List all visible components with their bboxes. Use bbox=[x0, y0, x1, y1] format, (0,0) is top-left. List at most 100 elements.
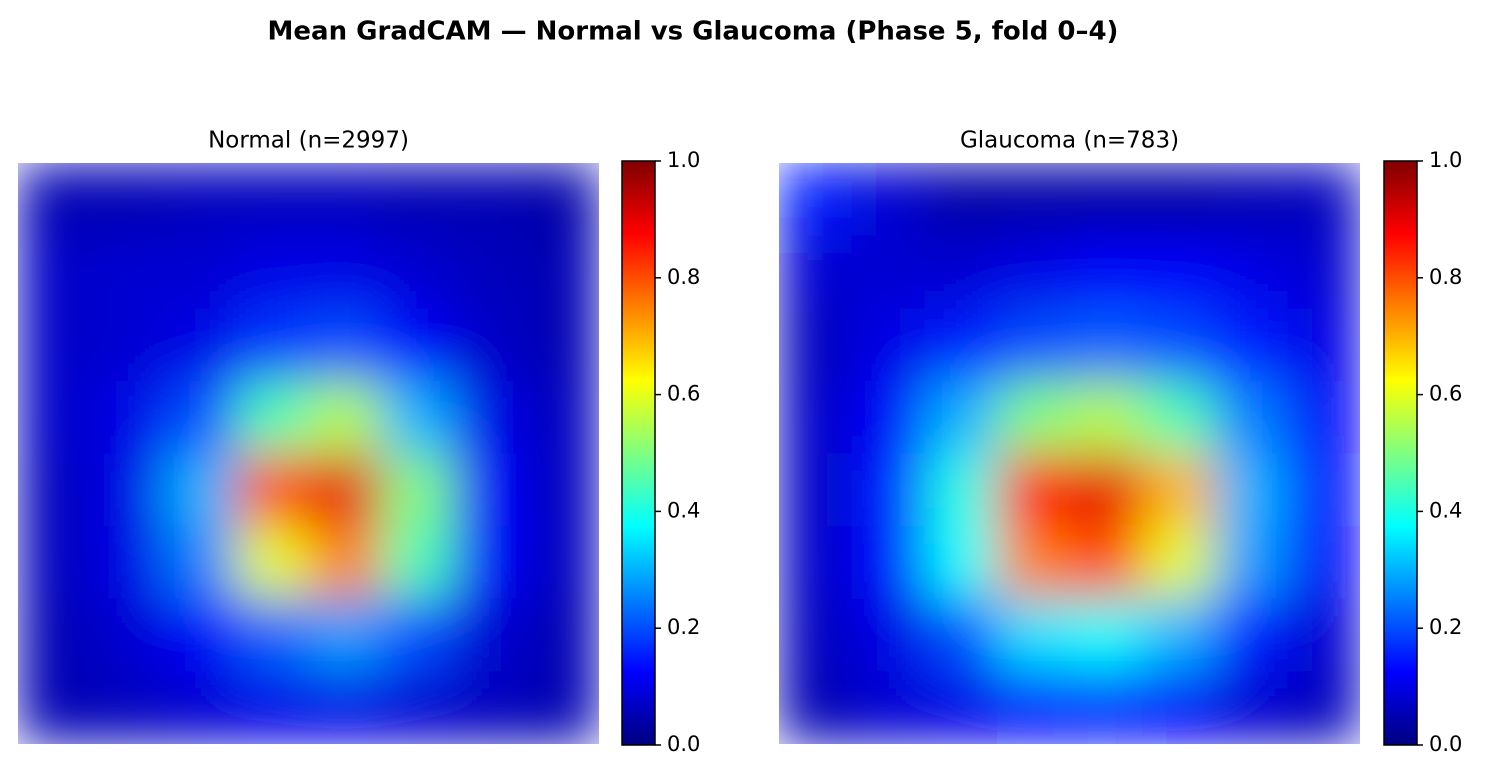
heatmap-cell bbox=[851, 453, 925, 527]
heatmap-cell bbox=[924, 526, 998, 600]
heatmap-cell bbox=[924, 235, 998, 309]
colorbar-tick-label: 0.0 bbox=[1429, 732, 1462, 756]
heatmap-cell bbox=[1069, 380, 1143, 454]
heatmap-cell bbox=[996, 671, 1070, 744]
colorbar-tick-label: 0.6 bbox=[1429, 382, 1462, 406]
heatmap-cell bbox=[453, 163, 527, 237]
heatmap-cell bbox=[453, 308, 527, 382]
heatmap-cell bbox=[526, 453, 599, 527]
heatmap-cell bbox=[1069, 163, 1143, 237]
heatmap-cell bbox=[779, 308, 853, 382]
heatmap-cell bbox=[163, 453, 237, 527]
heatmap-cell bbox=[1142, 453, 1216, 527]
heatmap-cell bbox=[381, 526, 455, 600]
heatmap-cell bbox=[1069, 598, 1143, 672]
heatmap-cell bbox=[996, 526, 1070, 600]
heatmap-cell bbox=[163, 526, 237, 600]
colorbar-tick-label: 0.8 bbox=[667, 265, 700, 289]
heatmap-cell bbox=[1142, 526, 1216, 600]
heatmap-cell bbox=[1142, 308, 1216, 382]
heatmap-cell bbox=[1287, 598, 1360, 672]
heatmap-cell bbox=[308, 671, 382, 744]
heatmap-cell bbox=[1214, 308, 1288, 382]
heatmap-cell bbox=[1142, 380, 1216, 454]
heatmap-cell bbox=[453, 526, 527, 600]
heatmap-cell bbox=[851, 671, 925, 744]
colorbar-tick-label: 1.0 bbox=[667, 148, 700, 172]
heatmap-cell bbox=[1214, 163, 1288, 237]
heatmap-cell bbox=[1214, 526, 1288, 600]
heatmap-cell bbox=[453, 453, 527, 527]
heatmap-cell bbox=[1287, 380, 1360, 454]
colorbar-tick-label: 0.2 bbox=[1429, 615, 1462, 639]
heatmap-cell bbox=[453, 380, 527, 454]
heatmap-cell bbox=[381, 671, 455, 744]
heatmap-cell bbox=[90, 380, 164, 454]
heatmap-cell bbox=[90, 308, 164, 382]
heatmap-cell bbox=[526, 671, 599, 744]
heatmap-cell bbox=[779, 671, 853, 744]
heatmap-cell bbox=[18, 380, 92, 454]
heatmap-cell bbox=[381, 235, 455, 309]
heatmap-cell bbox=[308, 235, 382, 309]
heatmap-cells bbox=[779, 163, 1360, 744]
figure-title: Mean GradCAM — Normal vs Glaucoma (Phase… bbox=[268, 17, 1119, 47]
heatmap-cell bbox=[996, 380, 1070, 454]
heatmap-cell bbox=[851, 235, 925, 309]
heatmap bbox=[18, 163, 599, 744]
heatmap-cell bbox=[1214, 671, 1288, 744]
heatmap-cell bbox=[1214, 235, 1288, 309]
heatmap-cell bbox=[163, 598, 237, 672]
heatmap-cell bbox=[235, 308, 309, 382]
heatmap-cell bbox=[453, 598, 527, 672]
heatmap-cell bbox=[924, 598, 998, 672]
heatmap-cell bbox=[1214, 380, 1288, 454]
heatmap-cell bbox=[1142, 163, 1216, 237]
heatmap-cell bbox=[18, 526, 92, 600]
heatmap-cell bbox=[308, 526, 382, 600]
colorbar-tick-label: 0.2 bbox=[667, 615, 700, 639]
heatmap-cell bbox=[381, 380, 455, 454]
colorbar bbox=[621, 160, 656, 746]
heatmap-cell bbox=[1287, 671, 1360, 744]
heatmap-cell bbox=[779, 235, 853, 309]
colorbar-tick-label: 0.0 bbox=[667, 732, 700, 756]
heatmap-cell bbox=[90, 163, 164, 237]
heatmap-cell bbox=[90, 235, 164, 309]
heatmap-cell bbox=[381, 453, 455, 527]
heatmap-cells bbox=[18, 163, 599, 744]
heatmap-cell bbox=[779, 453, 853, 527]
heatmap-cell bbox=[163, 235, 237, 309]
heatmap-cell bbox=[924, 308, 998, 382]
heatmap-cell bbox=[381, 598, 455, 672]
colorbar-tick-label: 1.0 bbox=[1429, 148, 1462, 172]
colorbar bbox=[1383, 160, 1418, 746]
heatmap-cell bbox=[779, 380, 853, 454]
heatmap-cell bbox=[163, 163, 237, 237]
colorbar-tick-label: 0.4 bbox=[1429, 498, 1462, 522]
heatmap-cell bbox=[1069, 526, 1143, 600]
heatmap-cell bbox=[526, 163, 599, 237]
heatmap-cell bbox=[18, 598, 92, 672]
heatmap-cell bbox=[235, 235, 309, 309]
heatmap-cell bbox=[924, 163, 998, 237]
heatmap-cell bbox=[996, 598, 1070, 672]
heatmap-cell bbox=[90, 453, 164, 527]
heatmap-cell bbox=[1287, 235, 1360, 309]
heatmap-cell bbox=[18, 163, 92, 237]
heatmap-cell bbox=[381, 308, 455, 382]
heatmap-cell bbox=[90, 671, 164, 744]
heatmap-cell bbox=[924, 671, 998, 744]
heatmap-cell bbox=[18, 671, 92, 744]
heatmap-cell bbox=[1287, 308, 1360, 382]
heatmap-cell bbox=[1287, 526, 1360, 600]
heatmap-cell bbox=[381, 163, 455, 237]
panel-title: Normal (n=2997) bbox=[208, 128, 409, 154]
heatmap-cell bbox=[235, 671, 309, 744]
heatmap-cell bbox=[308, 598, 382, 672]
heatmap-cell bbox=[851, 598, 925, 672]
heatmap-cell bbox=[779, 163, 853, 237]
heatmap-cell bbox=[779, 526, 853, 600]
heatmap-cell bbox=[308, 453, 382, 527]
